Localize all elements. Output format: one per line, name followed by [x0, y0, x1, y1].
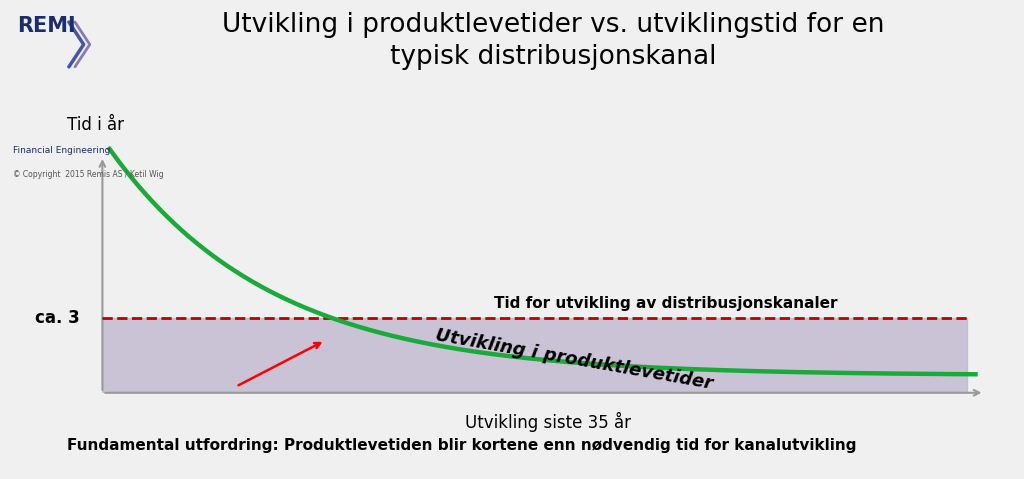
Text: Utvikling i produktlevetider: Utvikling i produktlevetider [434, 326, 715, 392]
Text: REMI: REMI [16, 16, 76, 36]
Text: Tid for utvikling av distribusjonskanaler: Tid for utvikling av distribusjonskanale… [495, 296, 838, 310]
Polygon shape [102, 318, 967, 393]
Text: Tid i år: Tid i år [67, 116, 124, 134]
Text: Fundamental utfordring: Produktlevetiden blir kortene enn nødvendig tid for kana: Fundamental utfordring: Produktlevetiden… [67, 438, 856, 453]
Text: Financial Engineering: Financial Engineering [13, 146, 111, 155]
Text: Utvikling siste 35 år: Utvikling siste 35 år [465, 412, 631, 432]
Text: © Copyright  2015 Remis AS / Ketil Wig: © Copyright 2015 Remis AS / Ketil Wig [13, 170, 164, 179]
Text: ca. 3: ca. 3 [36, 309, 80, 327]
Text: Utvikling i produktlevetider vs. utviklingstid for en
typisk distribusjonskanal: Utvikling i produktlevetider vs. utvikli… [222, 12, 884, 70]
